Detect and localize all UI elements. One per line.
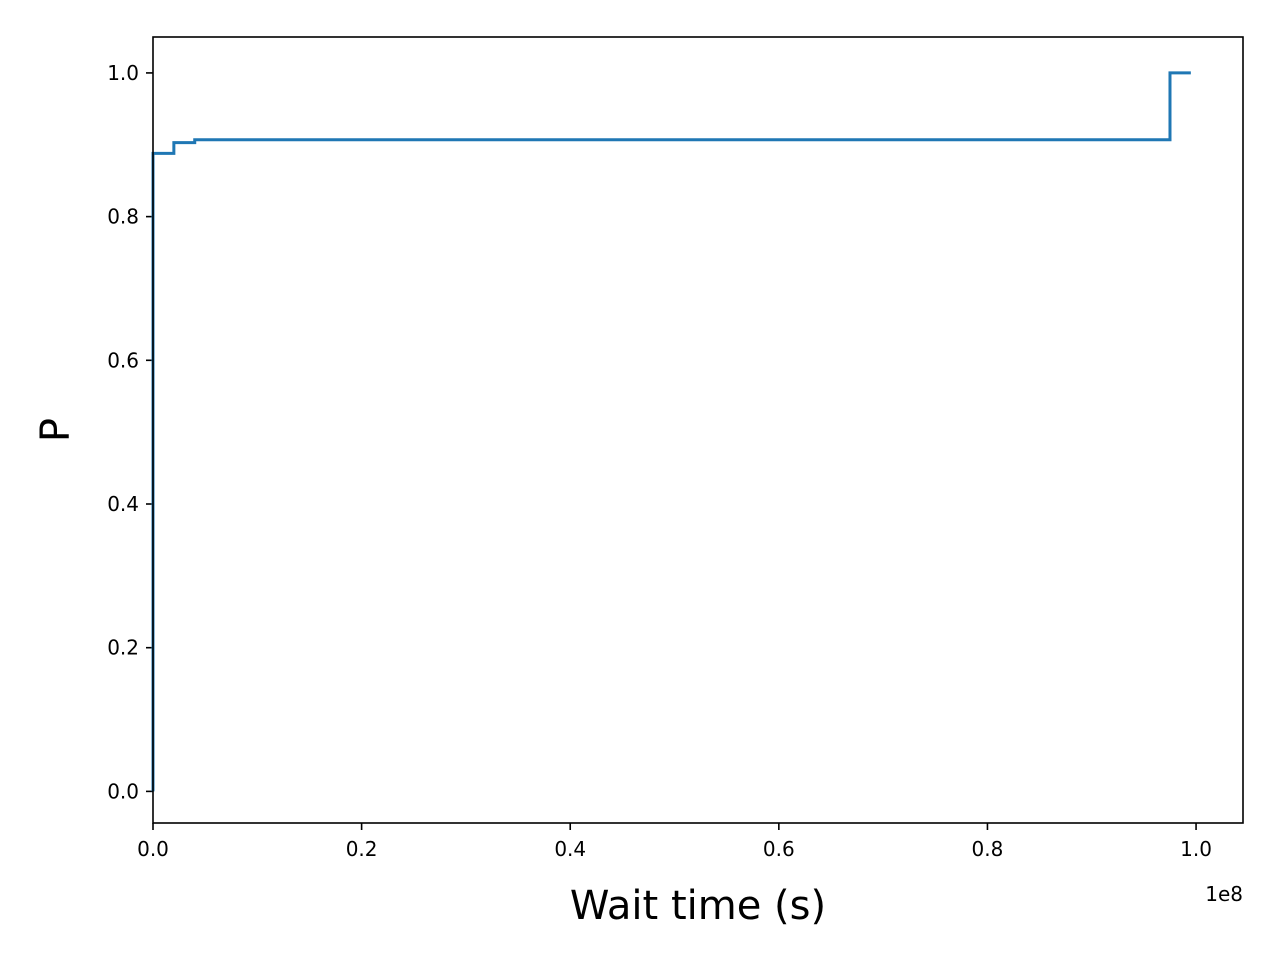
- x-axis-label: Wait time (s): [570, 883, 826, 929]
- x-offset-label: 1e8: [1205, 882, 1243, 906]
- x-tick-label: 1.0: [1180, 837, 1212, 861]
- x-tick-label: 0.6: [763, 837, 795, 861]
- x-tick-label: 0.4: [554, 837, 586, 861]
- y-tick-label: 0.0: [107, 779, 139, 803]
- series-line: [151, 71, 1191, 792]
- y-tick-label: 0.8: [107, 205, 139, 229]
- plot-frame: [152, 36, 1244, 824]
- series-layer: [151, 71, 1191, 792]
- x-tick-label: 0.8: [972, 837, 1004, 861]
- y-axis-label: P: [33, 418, 79, 442]
- x-axis-ticks: 0.0 0.2 0.4 0.6 0.8 1.0: [137, 823, 1212, 861]
- y-tick-label: 0.6: [107, 348, 139, 372]
- y-axis-ticks: 0.0 0.2 0.4 0.6 0.8 1.0: [107, 61, 153, 803]
- x-tick-label: 0.0: [137, 837, 169, 861]
- x-tick-label: 0.2: [346, 837, 378, 861]
- y-tick-label: 0.2: [107, 636, 139, 660]
- y-tick-label: 0.4: [107, 492, 139, 516]
- y-tick-label: 1.0: [107, 61, 139, 85]
